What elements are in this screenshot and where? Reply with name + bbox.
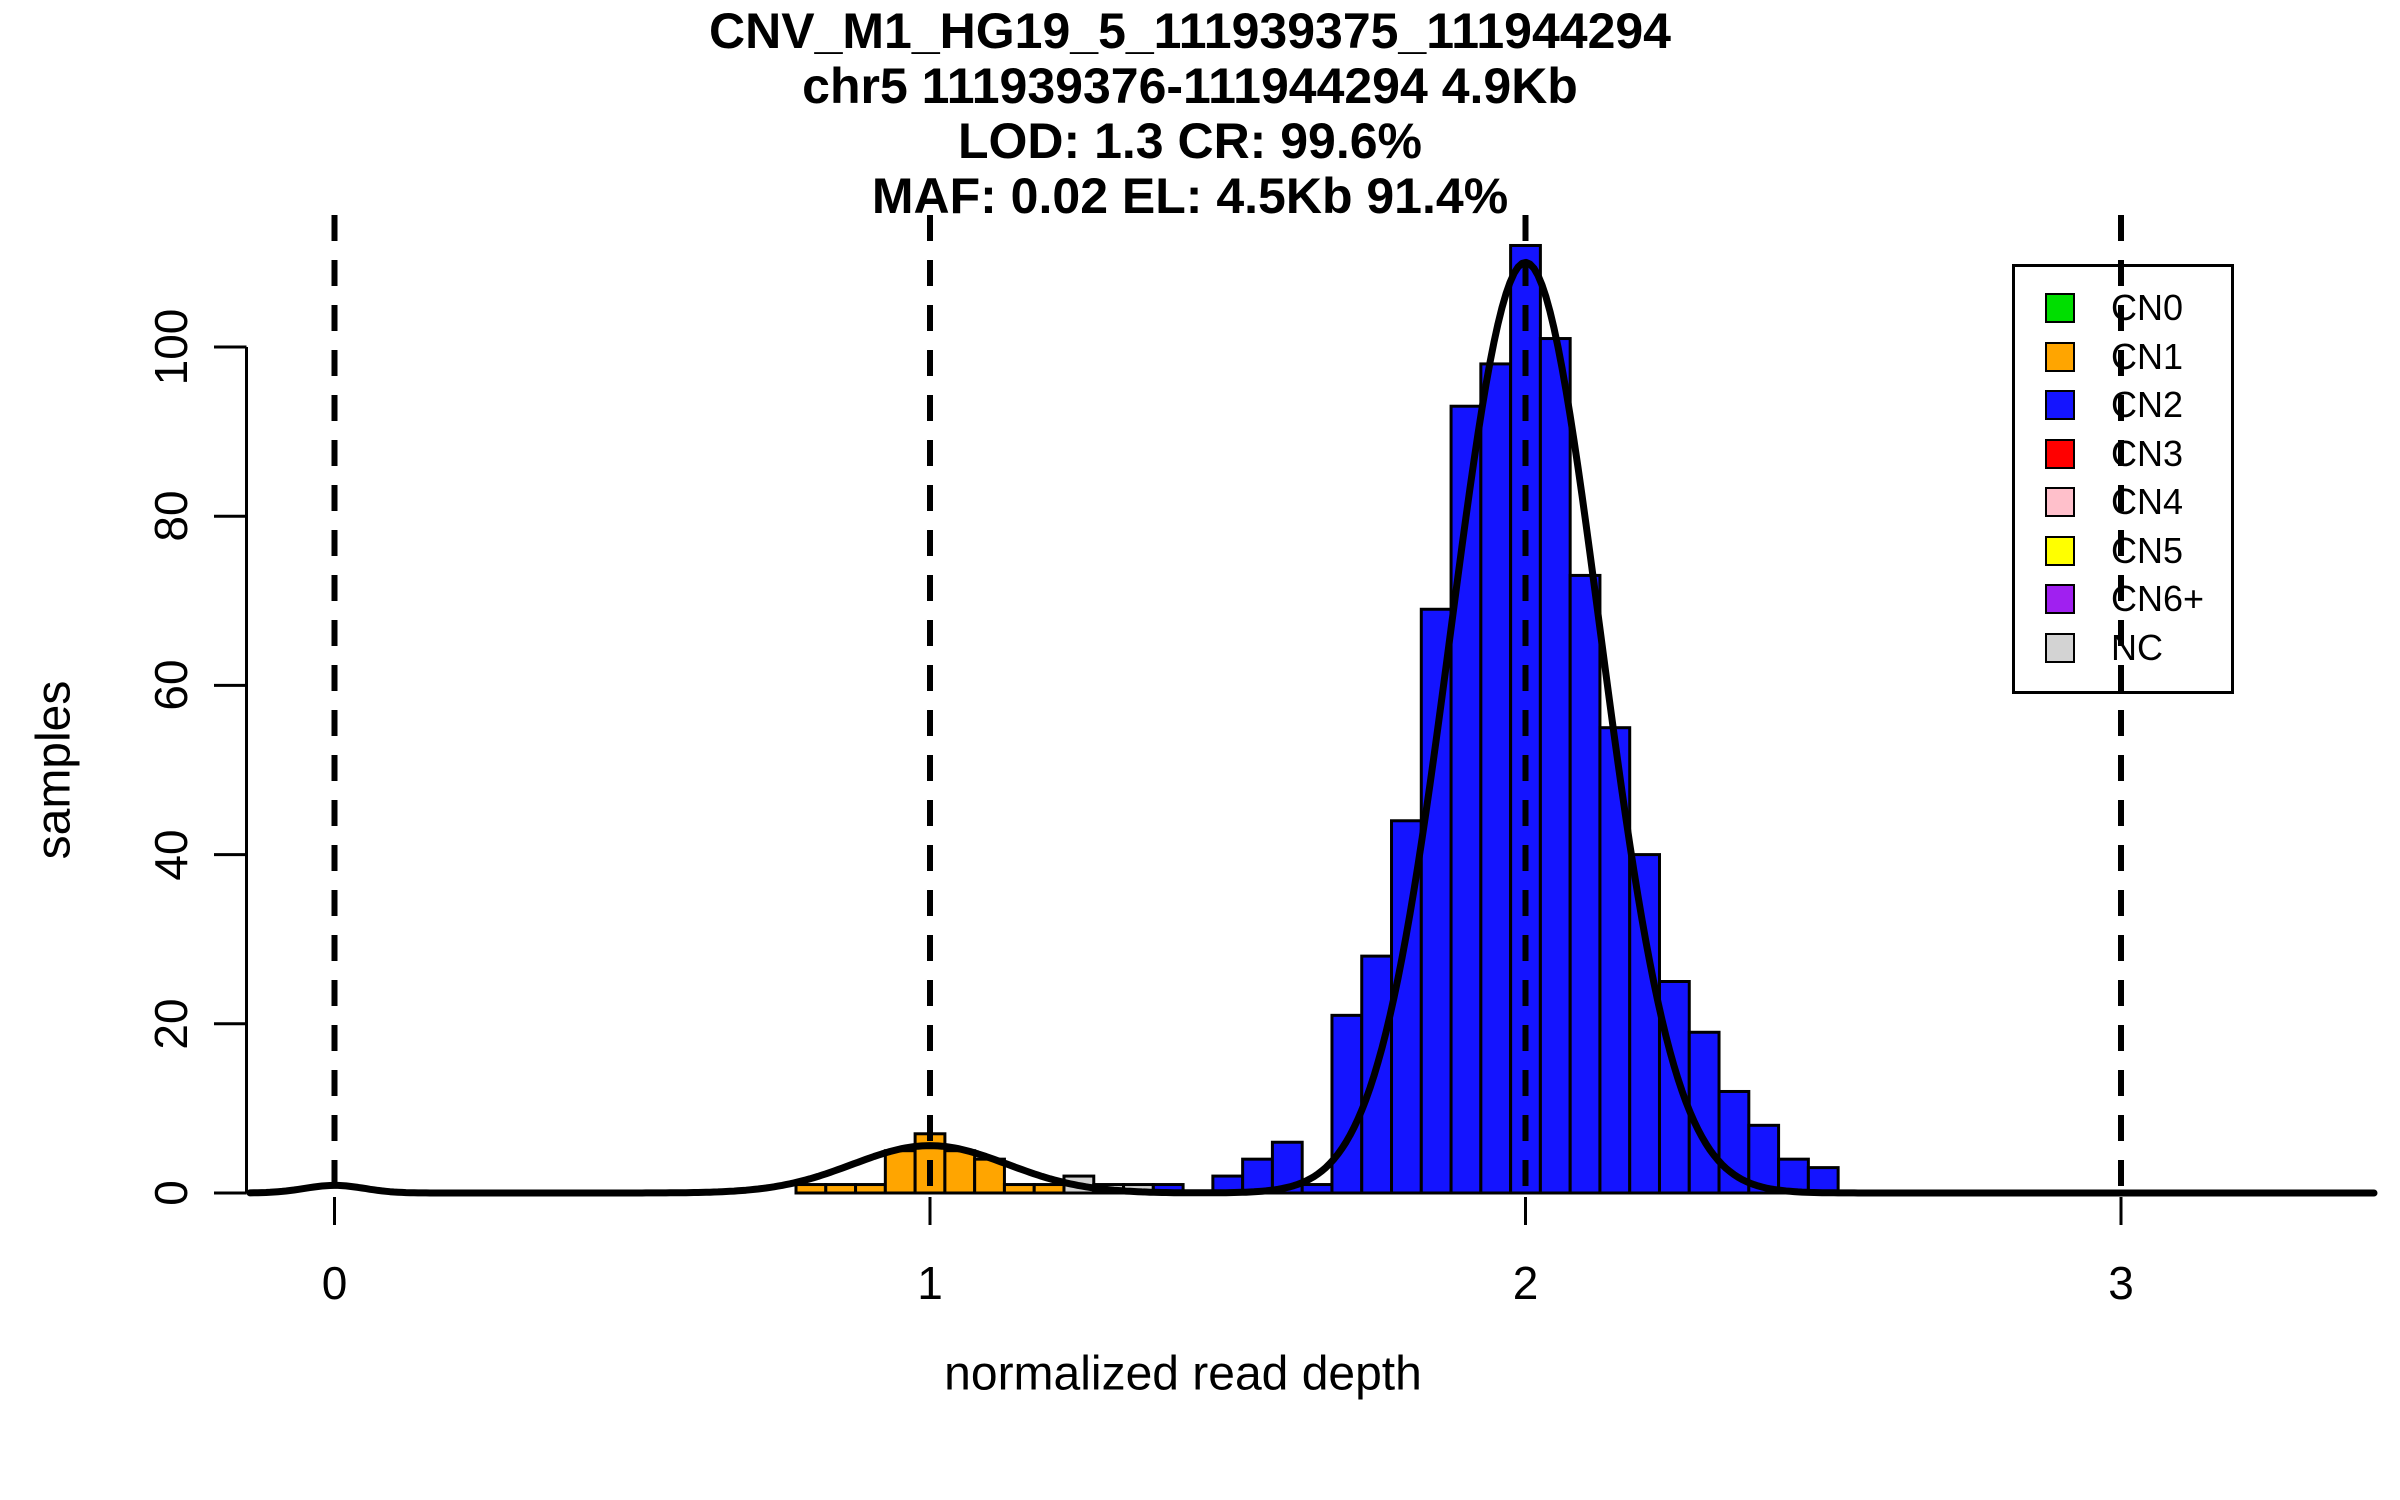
y-tick-label-60: 60	[145, 659, 197, 711]
legend-item-cn3: CN3	[2015, 430, 2231, 479]
y-tick-label-40: 40	[145, 829, 197, 881]
x-tick-label-2: 2	[1512, 1257, 1539, 1309]
chart-title-block: CNV_M1_HG19_5_111939375_111944294 chr5 1…	[0, 4, 2380, 224]
bar-cn2-x1.925	[1479, 362, 1513, 1195]
chart-title-line-4: MAF: 0.02 EL: 4.5Kb 91.4%	[871, 168, 1509, 224]
bar-cn2-x1.675	[1330, 1013, 1364, 1195]
bar-cn1-x1.025	[943, 1149, 977, 1195]
legend-swatch-cn0	[2045, 293, 2075, 324]
legend-swatch-nc	[2045, 632, 2075, 663]
bar-cn1-x0.925	[883, 1149, 917, 1195]
legend-item-nc: NC	[2015, 624, 2231, 673]
legend-swatch-cn3	[2045, 438, 2075, 469]
x-tick-label-1: 1	[917, 1257, 943, 1309]
y-tick-label-0: 0	[145, 1180, 197, 1206]
y-axis-label: samples	[27, 680, 81, 860]
x-tick-label-0: 0	[321, 1257, 348, 1309]
chart-title-line-1: CNV_M1_HG19_5_111939375_111944294	[709, 3, 1671, 59]
legend-swatch-cn6+	[2045, 584, 2075, 615]
bar-cn2-x2.175	[1628, 853, 1661, 1195]
y-tick-label-100: 100	[145, 308, 197, 386]
density-curve	[246, 258, 2378, 1197]
histogram-bars	[794, 243, 1840, 1195]
chart-title-line-2: chr5 111939376-111944294 4.9Kb	[802, 58, 1578, 114]
x-tick-label-3: 3	[2108, 1257, 2134, 1309]
legend-swatch-cn2	[2045, 390, 2075, 421]
y-tick-label-20: 20	[145, 998, 197, 1050]
legend-label-cn6+: CN6+	[2111, 578, 2205, 620]
chart-title-line-3: LOD: 1.3 CR: 99.6%	[957, 113, 1422, 169]
legend-swatch-cn4	[2045, 487, 2075, 518]
bar-cn2-x1.825	[1419, 607, 1453, 1195]
y-tick-label-80: 80	[145, 490, 197, 542]
legend-item-cn6+: CN6+	[2015, 575, 2231, 624]
bar-cn2-x2.275	[1687, 1030, 1721, 1195]
x-axis-label: normalized read depth	[944, 1347, 1422, 1401]
legend-item-cn0: CN0	[2015, 284, 2231, 333]
legend-swatch-cn5	[2045, 535, 2075, 566]
legend-swatch-cn1	[2045, 341, 2075, 372]
